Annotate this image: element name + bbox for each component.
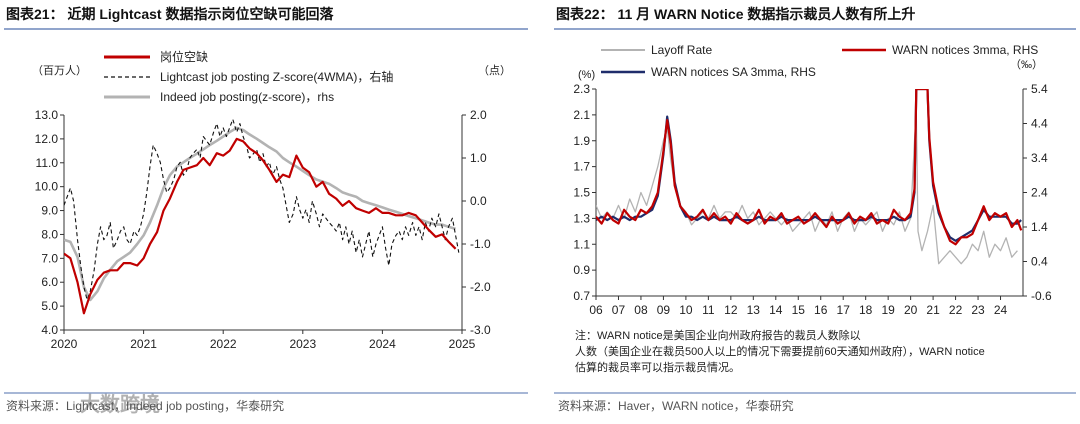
left-chart-y-tick-label: 10.0	[35, 180, 59, 194]
right-chart-y2-tick-label: -0.6	[1031, 289, 1052, 303]
right-chart-x-tick-label: 20	[904, 303, 918, 317]
left-legend: 岗位空缺 Lightcast job posting Z-score(4WMA)…	[104, 49, 393, 104]
right-chart-x-tick-label: 19	[881, 303, 895, 317]
right-chart-title: 图表22： 11 月 WARN Notice 数据指示裁员人数有所上升	[556, 6, 915, 22]
right-chart-x-tick-label: 08	[634, 303, 648, 317]
right-chart-series-2	[596, 89, 1022, 242]
left-chart-series-0	[64, 137, 457, 315]
left-chart-y2-tick-label: 1.0	[470, 151, 487, 165]
right-chart-x-tick-label: 10	[679, 303, 693, 317]
right-chart-y2-tick-label: 1.4	[1031, 220, 1048, 234]
left-chart-y2-tick-label: -3.0	[470, 323, 491, 337]
left-legend-label-vacancy: 岗位空缺	[160, 49, 208, 64]
left-chart-title: 图表21： 近期 Lightcast 数据指示岗位空缺可能回落	[6, 6, 334, 22]
right-chart-x-tick-label: 07	[612, 303, 626, 317]
right-legend: Layoff Rate WARN notices 3mma, RHS WARN …	[601, 43, 1038, 79]
left-chart-x-tick-label: 2024	[369, 337, 396, 351]
right-chart-x-tick-label: 24	[994, 303, 1008, 317]
right-chart-x-tick-label: 06	[589, 303, 603, 317]
right-chart-x-tick-label: 18	[859, 303, 873, 317]
right-legend-label-warn-sa: WARN notices SA 3mma, RHS	[651, 65, 816, 79]
right-chart-y2-tick-label: 3.4	[1031, 151, 1048, 165]
right-chart-x-tick-label: 11	[702, 303, 715, 317]
left-chart-x-tick-label: 2025	[449, 337, 476, 351]
left-chart-y-tick-label: 9.0	[41, 204, 58, 218]
right-legend-label-warn: WARN notices 3mma, RHS	[892, 43, 1038, 57]
right-chart-y-tick-label: 0.9	[573, 263, 590, 277]
right-chart-y-tick-label: 2.3	[573, 82, 590, 96]
left-chart-y-tick-label: 12.0	[35, 132, 59, 146]
right-chart-x-tick-label: 12	[724, 303, 738, 317]
left-y-axis-label: （百万人）	[32, 64, 87, 77]
left-chart-y2-tick-label: 2.0	[470, 108, 487, 122]
left-chart-y2-tick-label: -2.0	[470, 280, 491, 294]
left-source: 资料来源：Lightcast，Indeed job posting，华泰研究	[6, 398, 284, 413]
right-y2-axis-label: （‰）	[1010, 58, 1043, 71]
right-chart-x-tick-label: 23	[971, 303, 985, 317]
right-chart-y-tick-label: 1.7	[573, 160, 590, 174]
left-chart-y-tick-label: 8.0	[41, 227, 58, 241]
footnote-line-1: 注：WARN notice是美国企业向州政府报告的裁员人数除以	[575, 330, 861, 342]
right-chart-x-tick-label: 22	[949, 303, 963, 317]
left-chart-y-tick-label: 13.0	[35, 108, 59, 122]
footnote-line-2: 人数（美国企业在裁员500人以上的情况下需要提前60天通知州政府），WARN n…	[575, 346, 985, 358]
right-footnote: 注：WARN notice是美国企业向州政府报告的裁员人数除以 人数（美国企业在…	[575, 328, 1065, 376]
left-chart-x-tick-label: 2020	[51, 337, 78, 351]
left-chart-x-tick-label: 2022	[210, 337, 237, 351]
right-chart-y2-tick-label: 4.4	[1031, 117, 1048, 131]
right-chart-y2-tick-label: 0.4	[1031, 255, 1048, 269]
right-chart-y-tick-label: 2.1	[573, 108, 590, 122]
right-chart-y-tick-label: 1.1	[573, 237, 590, 251]
right-chart-y-tick-label: 0.7	[573, 289, 590, 303]
left-chart-series-2	[64, 126, 456, 302]
left-chart-y-tick-label: 6.0	[41, 275, 58, 289]
right-chart-y2-tick-label: 5.4	[1031, 82, 1048, 96]
left-chart-y-tick-label: 7.0	[41, 251, 58, 265]
right-chart-x-tick-label: 15	[792, 303, 806, 317]
right-legend-label-layoff: Layoff Rate	[651, 43, 712, 57]
left-legend-label-lightcast: Lightcast job posting Z-score(4WMA)，右轴	[160, 69, 393, 84]
right-source: 资料来源：Haver，WARN notice，华泰研究	[558, 398, 794, 413]
right-chart-x-tick-label: 13	[747, 303, 761, 317]
left-chart-y-tick-label: 5.0	[41, 299, 58, 313]
left-chart-x-tick-label: 2023	[289, 337, 316, 351]
right-chart-y-tick-label: 1.9	[573, 134, 590, 148]
left-chart-y2-tick-label: -1.0	[470, 237, 491, 251]
right-chart-x-tick-label: 21	[926, 303, 940, 317]
left-chart: （百万人） （点） 岗位空缺 Lightcast job posting Z-s…	[32, 49, 511, 351]
left-chart-series-1	[64, 118, 460, 301]
right-chart-x-tick-label: 17	[837, 303, 851, 317]
left-chart-y-tick-label: 11.0	[36, 156, 59, 170]
right-chart-series-1	[596, 89, 1023, 246]
right-chart-x-tick-label: 09	[657, 303, 671, 317]
left-chart-x-tick-label: 2021	[130, 337, 157, 351]
right-chart-y-tick-label: 1.3	[573, 211, 590, 225]
left-chart-y-tick-label: 4.0	[41, 323, 58, 337]
right-chart-y-tick-label: 1.5	[573, 186, 590, 200]
right-chart-y2-tick-label: 2.4	[1031, 186, 1048, 200]
left-chart-y2-tick-label: 0.0	[470, 194, 487, 208]
watermark: 大数跨境	[80, 392, 160, 416]
right-chart-x-tick-label: 16	[814, 303, 828, 317]
left-legend-label-indeed: Indeed job posting(z-score)，rhs	[160, 90, 334, 104]
right-chart: (%) （‰） Layoff Rate WARN notices 3mma, R…	[573, 43, 1052, 317]
footnote-line-3: 估算的裁员率可以指示裁员情况。	[575, 362, 740, 374]
right-chart-x-tick-label: 14	[769, 303, 783, 317]
right-y-axis-label: (%)	[578, 69, 595, 81]
left-y2-axis-label: （点）	[478, 64, 511, 77]
